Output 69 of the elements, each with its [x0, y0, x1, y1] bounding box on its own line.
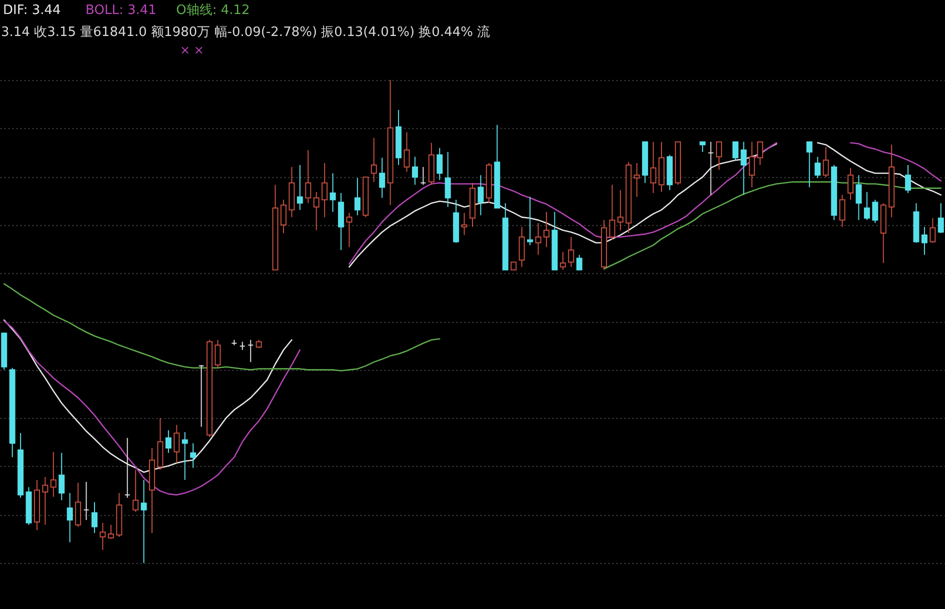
- candlestick: [305, 150, 312, 204]
- candlestick: [806, 141, 812, 188]
- candlestick: [322, 162, 328, 218]
- candlestick: [814, 156, 821, 179]
- candlestick: [412, 156, 418, 186]
- candlestick: [404, 132, 410, 172]
- candlestick: [617, 190, 624, 231]
- candlestick: [848, 167, 854, 200]
- candlestick: [330, 172, 336, 212]
- candlestick: [609, 184, 616, 240]
- candlestick: [42, 476, 48, 526]
- candlestick: [921, 226, 928, 256]
- candlestick: [75, 482, 82, 528]
- candlestick: [92, 502, 98, 534]
- candlestick: [716, 141, 722, 170]
- candlestick: [905, 164, 912, 194]
- candlestick: [313, 192, 320, 231]
- candlestick: [66, 492, 73, 543]
- candlestick: [436, 148, 443, 180]
- candlestick: [108, 524, 114, 540]
- candlestick: [444, 151, 451, 208]
- candlestick: [864, 192, 870, 221]
- candlestick: [634, 162, 640, 198]
- candlestick: [420, 166, 426, 186]
- candlestick: [174, 424, 180, 464]
- candlestick: [576, 254, 582, 270]
- candlestick: [50, 451, 56, 498]
- candlestick: [132, 469, 139, 512]
- candlestick: [190, 442, 196, 468]
- candlestick: [543, 211, 550, 248]
- text: O轴线: 4.12: [176, 3, 250, 18]
- candlestick: [248, 339, 254, 363]
- candlestick: [182, 432, 188, 480]
- candlestick: [214, 339, 221, 368]
- candlestick: [757, 141, 764, 166]
- candlestick: [839, 194, 846, 228]
- candlestick: [732, 141, 738, 161]
- candlestick: [165, 430, 172, 454]
- candlestick: [856, 174, 862, 221]
- candlestick: [700, 141, 706, 152]
- candlestick: [650, 141, 656, 194]
- candlestick: [296, 164, 303, 210]
- text: DIF: 3.44: [3, 3, 61, 18]
- candlestick: [938, 202, 944, 234]
- text: × ×: [180, 43, 204, 57]
- candlestick: [58, 452, 65, 501]
- candlestick: [370, 137, 377, 182]
- chart-subtitle: 3.14 收3.15 量61841.0 额1980万 幅-0.09(-2.78%) 振0.13(4.01%) 换0.44% 流: [1, 24, 490, 40]
- candlestick: [346, 212, 352, 248]
- candlestick: [560, 251, 566, 270]
- candlestick: [379, 157, 386, 198]
- candlestick: [740, 141, 747, 196]
- candlestick: [535, 222, 542, 256]
- text: BOLL: 3.41: [86, 3, 156, 18]
- candlestick: [100, 522, 106, 550]
- candlestick: [748, 141, 755, 188]
- candlestick: [83, 481, 90, 521]
- candlestick: [354, 178, 360, 216]
- candlestick: [478, 174, 484, 216]
- candlestick: [198, 364, 204, 428]
- candlestick: [822, 146, 829, 178]
- candlestick: [518, 226, 525, 268]
- candlestick: [280, 199, 286, 234]
- candlestick: [930, 218, 936, 244]
- candlestick: [872, 199, 878, 224]
- candlestick: [140, 479, 147, 564]
- candlestick: [461, 212, 468, 236]
- candlestick: [568, 236, 574, 268]
- candlestick: [527, 196, 534, 246]
